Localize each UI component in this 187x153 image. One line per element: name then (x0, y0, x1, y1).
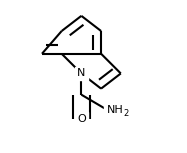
Text: 2: 2 (123, 109, 128, 118)
Bar (104, 103, 127, 117)
Text: NH: NH (107, 105, 124, 115)
Text: O: O (77, 114, 86, 124)
Text: N: N (77, 69, 86, 78)
Bar (75, 112, 88, 126)
Bar (75, 67, 88, 80)
